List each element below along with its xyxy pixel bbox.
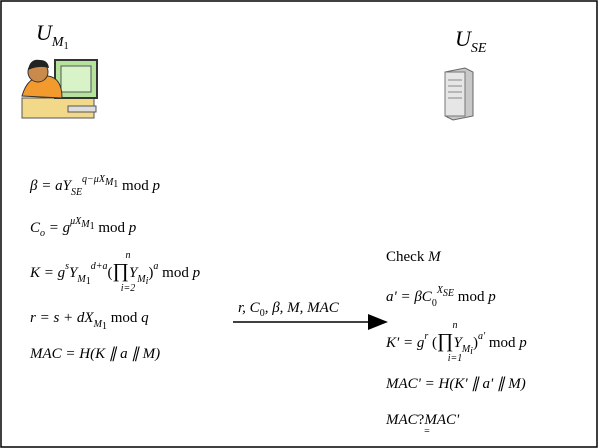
formula-part: 1 [86,276,91,287]
formula-part: ( [428,335,437,351]
product-lower: i=1 [448,353,463,364]
formula: MAC?MAC' [385,412,460,428]
product-upper: n [453,320,458,331]
formula: MAC' = H(K' ∥ a' ∥ M) [385,376,526,392]
formula: MAC = H(K ∥ a ∥ M) [29,346,160,362]
user-icon [22,60,97,118]
formula-part: mod [485,335,519,351]
formula-part: p [192,265,201,281]
formula-part: M [427,249,442,265]
formula-part: mod [107,310,141,326]
product-upper: n [126,250,131,261]
formula-part: mod [95,220,129,236]
server-icon [445,68,473,120]
formula-part: MAC [385,412,419,428]
formula-part: q−μX [82,174,106,185]
formula-part: K = g [29,265,66,281]
diagram: UM1 USE β = aYSEq−μXM1 mod p Co = gμXM1 … [0,0,598,448]
formula-part: ∏ [437,330,453,352]
formula-part: μX [69,216,82,227]
product-lower: i=2 [121,283,136,294]
formula-part: SE [471,41,487,56]
formula-part: ∏ [112,260,128,282]
formula-part: p [487,289,496,305]
formula-part: , β, M, MAC [265,300,340,316]
formula-part: 1 [64,41,69,52]
formula-part: d+a [91,261,108,272]
formula-part: mod [118,178,152,194]
formula-part: = g [45,220,71,236]
formula-part: β = aY [29,178,73,194]
formula-part: mod [454,289,488,305]
formula-part: p [128,220,137,236]
formula-part: p [151,178,160,194]
formula-part: K' = g [385,335,425,351]
formula-part: q [141,310,149,326]
formula-part: r, C [238,300,261,316]
formula-part: a' = βC [386,289,433,305]
formula-part: 0 [432,298,437,309]
equals-sign: = [424,426,430,437]
formula-part: SE [443,288,454,299]
formula-part: Check [386,249,428,265]
formula-part: SE [71,187,82,198]
check-label: Check M [386,249,442,265]
formula-part: r = s + dX [30,310,94,326]
formula-part: mod [158,265,192,281]
formula-part: p [518,335,527,351]
